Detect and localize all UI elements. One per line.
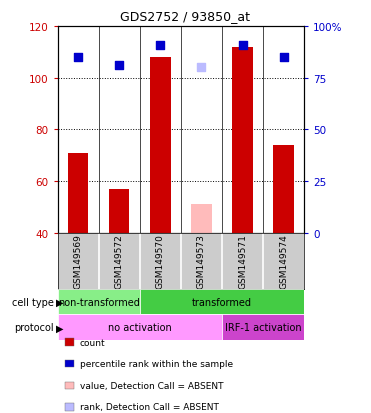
Bar (68, 153, 88, 233)
Bar (222, 315, 304, 340)
Bar (58, 315, 222, 340)
Point (198, 65, 204, 71)
Text: GDS2752 / 93850_at: GDS2752 / 93850_at (121, 10, 250, 23)
Bar (232, 47, 253, 233)
Text: percentile rank within the sample: percentile rank within the sample (80, 359, 233, 368)
Point (157, 42, 163, 49)
Text: ▶: ▶ (56, 297, 63, 307)
Point (75, 55, 81, 61)
Text: non-transformed: non-transformed (58, 297, 139, 307)
Text: value, Detection Call = ABSENT: value, Detection Call = ABSENT (80, 381, 223, 390)
Text: cell type: cell type (12, 297, 54, 307)
Text: GSM149572: GSM149572 (115, 234, 124, 289)
Text: GSM149570: GSM149570 (156, 234, 165, 289)
Text: count: count (80, 338, 105, 347)
Point (116, 63, 122, 69)
Text: GSM149571: GSM149571 (238, 234, 247, 289)
Text: transformed: transformed (192, 297, 252, 307)
Bar (58, 289, 140, 315)
Text: GSM149573: GSM149573 (197, 234, 206, 289)
Bar (273, 145, 294, 233)
Point (240, 42, 246, 49)
Text: GSM149569: GSM149569 (73, 234, 83, 289)
Text: GSM149574: GSM149574 (279, 234, 288, 289)
Bar (150, 58, 171, 233)
Text: rank, Detection Call = ABSENT: rank, Detection Call = ABSENT (80, 402, 219, 411)
Text: ▶: ▶ (56, 323, 63, 332)
Text: no activation: no activation (108, 323, 172, 332)
Bar (109, 190, 129, 233)
Text: protocol: protocol (14, 323, 54, 332)
Text: IRF-1 activation: IRF-1 activation (225, 323, 301, 332)
Bar (140, 289, 304, 315)
Bar (191, 205, 212, 233)
Point (281, 55, 287, 61)
